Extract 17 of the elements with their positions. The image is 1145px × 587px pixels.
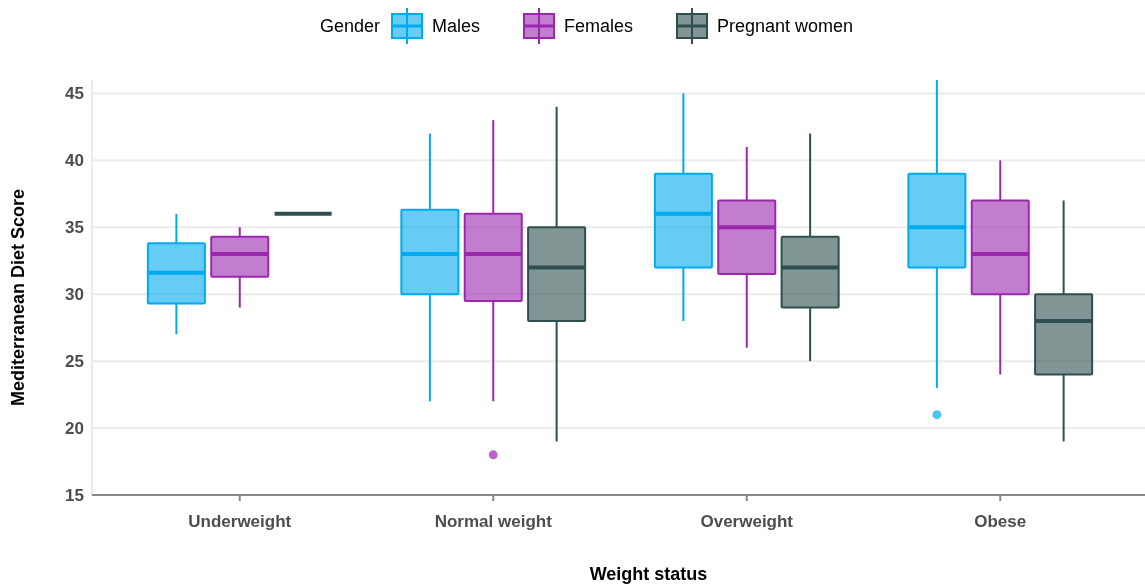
x-tick-label: Underweight [188, 512, 292, 531]
legend-label: Pregnant women [717, 16, 854, 37]
y-tick-label: 20 [65, 419, 84, 439]
x-axis-title: Weight status [589, 564, 708, 584]
y-tick-label: 45 [65, 84, 84, 104]
y-tick-label: 30 [65, 285, 84, 305]
legend-title: Gender [320, 16, 381, 37]
legend-label: Males [432, 16, 481, 37]
legend-label: Females [564, 16, 634, 37]
x-tick-label: Normal weight [434, 512, 553, 531]
y-tick-label: 40 [65, 151, 84, 171]
y-tick-label: 35 [65, 218, 84, 238]
y-tick-label: 25 [65, 352, 84, 372]
y-axis-title: Mediterranean Diet Score [8, 188, 28, 407]
y-tick-label: 15 [65, 485, 84, 505]
x-tick-label: Obese [974, 512, 1027, 531]
x-tick-label: Overweight [700, 512, 794, 531]
